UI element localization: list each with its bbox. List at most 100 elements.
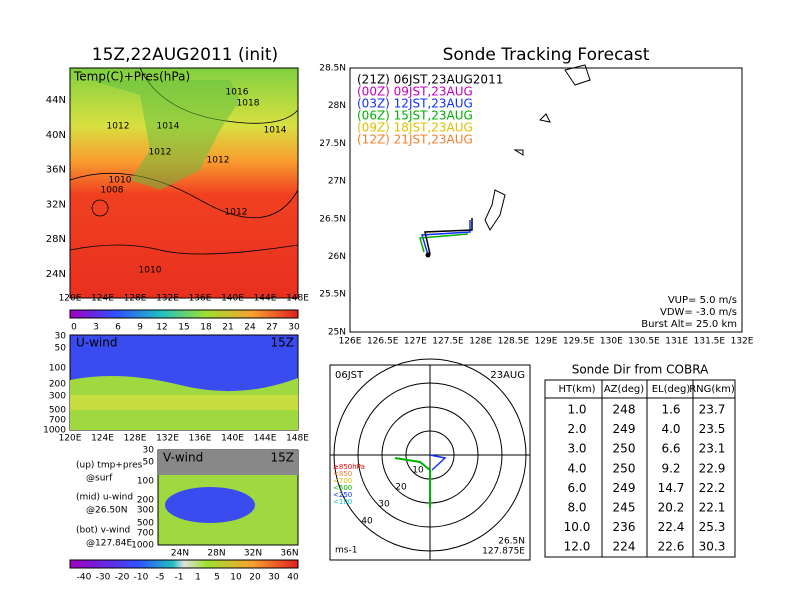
- u-label: U-wind: [76, 336, 117, 350]
- lat-label: 28N: [46, 234, 66, 245]
- lat-label: 27.5N: [319, 139, 346, 149]
- lat-label: 36N: [280, 549, 298, 559]
- table-cell: 10.0: [564, 520, 591, 534]
- ring-label: 10: [412, 466, 424, 476]
- table-cell: 249: [613, 422, 636, 436]
- ring-label: 40: [361, 517, 373, 527]
- note: @surf: [86, 474, 113, 484]
- colorbar-label: 30: [268, 573, 280, 583]
- track-map: [349, 67, 743, 333]
- u-time: 15Z: [271, 336, 295, 350]
- lat-label: 26.5N: [319, 214, 346, 224]
- lon-label: 129.5E: [563, 337, 595, 347]
- table-cell: 20.2: [658, 501, 685, 515]
- polar-legend: <100: [333, 498, 352, 506]
- colorbar-label: 12: [156, 323, 167, 333]
- map-title: 15Z,22AUG2011 (init): [92, 45, 278, 65]
- colorbar-label: 10: [230, 573, 242, 583]
- legend-entry: (21Z) 06JST,23AUG2011: [357, 73, 503, 87]
- hodograph: [429, 454, 447, 471]
- colorbar-label: 15: [178, 323, 189, 333]
- lat-label: 40N: [46, 130, 66, 141]
- table-cell: 6.6: [661, 442, 680, 456]
- lon-label: 136E: [189, 434, 212, 444]
- colorbar-label: -40: [77, 573, 92, 583]
- legend-entry: (00Z) 09JST,23AUG: [357, 85, 473, 99]
- land: [90, 80, 240, 190]
- lon-label: 132E: [156, 434, 179, 444]
- pressure-label: 500: [137, 519, 154, 529]
- lon-label: 132E: [731, 337, 754, 347]
- contour-label: 1010: [139, 266, 162, 276]
- lon-label: 124E: [91, 294, 114, 304]
- table-cell: 14.7: [658, 481, 685, 495]
- wind-colorbar: [69, 559, 299, 569]
- v-wind-fill: [165, 487, 255, 523]
- lon-label: 144E: [254, 294, 277, 304]
- pressure-label: 300: [137, 506, 154, 516]
- pressure-label: 300: [49, 392, 66, 402]
- colorbar-label: 5: [214, 573, 220, 583]
- lon-label: 128.5E: [498, 337, 530, 347]
- param: VUP= 5.0 m/s: [668, 295, 737, 306]
- table-cell: 2.0: [567, 422, 586, 436]
- track-title: Sonde Tracking Forecast: [443, 45, 650, 65]
- pressure-label: 100: [137, 477, 154, 487]
- polar-legend: <850: [333, 470, 352, 478]
- note: @127.84E: [86, 539, 132, 549]
- contour-label: 1008: [101, 186, 124, 196]
- temp-colorbar: [69, 309, 299, 319]
- lon-label: 120E: [59, 294, 82, 304]
- lon-label: 128E: [124, 434, 147, 444]
- legend-entry: (12Z) 21JST,23AUG: [357, 133, 473, 147]
- track: [421, 220, 471, 256]
- lon-label: 127E: [404, 337, 427, 347]
- table-cell: 250: [613, 461, 636, 475]
- table-cell: 23.1: [699, 442, 726, 456]
- polar-legend: <250: [333, 491, 352, 499]
- lat-label: 27N: [328, 177, 346, 187]
- lon-label: 128E: [469, 337, 492, 347]
- lon-label: 136E: [189, 294, 212, 304]
- colorbar-label: 21: [222, 323, 233, 333]
- note: (up) tmp+pres: [76, 461, 143, 471]
- legend-entry: (06Z) 15JST,23AUG: [357, 109, 473, 123]
- pressure-label: 700: [49, 416, 66, 426]
- hodograph: [394, 457, 431, 508]
- table-cell: 9.2: [661, 461, 680, 475]
- table-cell: 22.9: [699, 461, 726, 475]
- lon-label: 131.5E: [694, 337, 726, 347]
- pressure-label: 1000: [43, 426, 66, 436]
- lat-label: 24N: [171, 549, 189, 559]
- colorbar-label: 30: [288, 323, 300, 333]
- table-header: AZ(deg): [604, 384, 644, 395]
- table-cell: 1.6: [661, 403, 680, 417]
- lat-label: 28.5N: [319, 64, 346, 74]
- colorbar-label: -20: [115, 573, 130, 583]
- lon-label: 126.5E: [367, 337, 399, 347]
- u-wind-fill: [70, 395, 298, 410]
- legend-entry: (09Z) 18JST,23AUG: [357, 121, 473, 135]
- lon-label: 126E: [339, 337, 362, 347]
- note: (bot) v-wind: [76, 526, 130, 536]
- track: [424, 218, 473, 255]
- table-cell: 4.0: [567, 461, 586, 475]
- colorbar-label: -30: [96, 573, 111, 583]
- note: @26.50N: [86, 506, 128, 516]
- lon-label: 148E: [286, 294, 309, 304]
- pressure-label: 500: [49, 406, 66, 416]
- table-cell: 23.7: [699, 403, 726, 417]
- polar-time: 06JST: [335, 370, 364, 381]
- lon-label: 148E: [286, 434, 309, 444]
- table-cell: 22.1: [699, 501, 726, 515]
- lat-label: 36N: [46, 165, 66, 176]
- lon-label: 124E: [91, 434, 114, 444]
- v-label: V-wind: [163, 451, 203, 465]
- contour-label: 1018: [237, 99, 260, 109]
- pressure-label: 200: [49, 380, 66, 390]
- lon-label: 129E: [535, 337, 558, 347]
- ring-label: 20: [395, 483, 407, 493]
- table-cell: 22.4: [658, 520, 685, 534]
- colorbar-label: 40: [287, 573, 299, 583]
